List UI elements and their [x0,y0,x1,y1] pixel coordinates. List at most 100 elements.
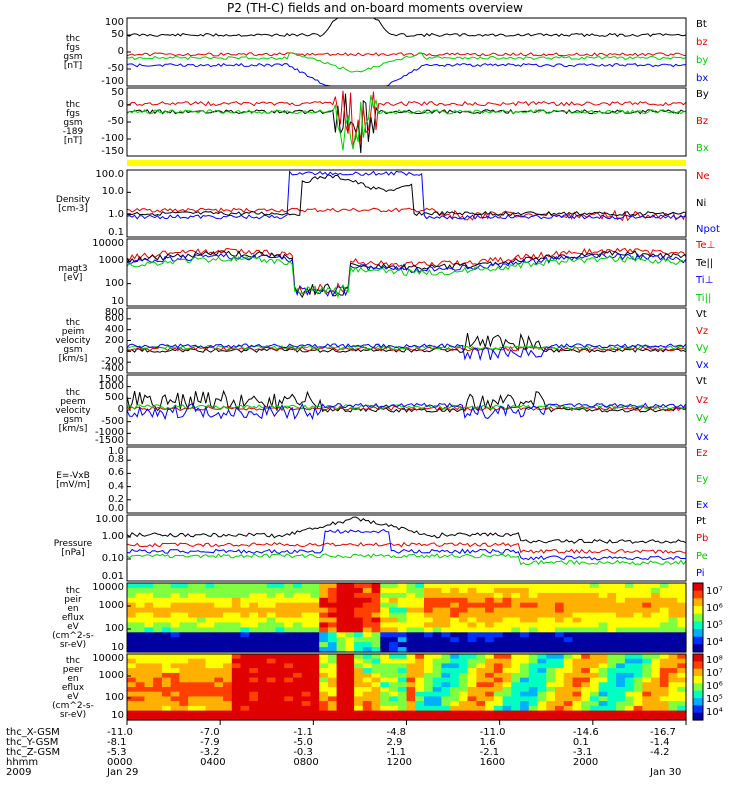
y-axis-label: thc [65,99,81,110]
heatmap-cell [196,583,207,589]
heatmap-cell [581,592,591,599]
heatmap-cell [642,668,652,674]
heatmap-cell [563,696,573,702]
heatmap-cell [659,715,670,721]
heatmap-cell [607,627,617,633]
heatmap-cell [520,701,530,707]
heatmap-cell [607,612,617,619]
heatmap-cell [467,592,477,599]
colorbar-frame [692,582,704,653]
panel-frame [126,307,687,374]
heatmap-cell [441,627,451,633]
heatmap-cell [275,637,285,643]
heatmap-cell [493,658,504,664]
heatmap-cell [179,701,189,707]
heatmap-cell [406,632,416,638]
series-Bt-line [126,17,687,38]
heatmap-cell [589,642,600,648]
colorbar-segment [693,644,703,653]
heatmap-cell [336,682,346,688]
colorbar-label: 10⁵ [706,694,723,706]
heatmap-cell [266,710,277,716]
heatmap-cell [336,672,346,679]
colorbar-segment [693,583,703,592]
heatmap-cell [528,682,539,688]
y-tick-label: 1000 [98,600,124,611]
heatmap-cell [624,705,635,712]
colorbar-segment [693,613,703,622]
heatmap-cell [659,607,670,614]
heatmap-cell [179,715,189,721]
heatmap-cell [371,622,381,628]
heatmap-cell [301,627,311,633]
heatmap-cell [546,658,556,664]
heatmap-cell [188,632,198,638]
heatmap-cell [319,691,329,697]
legend-Pi: Pi [696,568,705,579]
heatmap-cell [520,682,530,688]
heatmap-cell [546,654,556,660]
heatmap-cell [677,682,687,688]
heatmap-cell [467,647,477,653]
heatmap-cell [458,592,469,599]
heatmap-cell [537,627,547,633]
heatmap-cell [493,597,504,604]
heatmap-cell [651,687,661,693]
heatmap-cell [319,677,329,683]
y-axis-label: [km/s] [58,354,88,364]
legend-Pe: Pe [696,550,708,562]
heatmap-cell [179,612,189,619]
heatmap-cell [450,607,460,614]
heatmap-cell [607,597,617,604]
heatmap-cell [144,672,154,679]
y-axis-label: sr-eV) [59,640,87,650]
heatmap-cell [362,602,373,609]
heatmap-cell [231,583,242,589]
heatmap-cell [223,691,233,697]
heatmap-cell [458,687,469,693]
heatmap-cell [493,691,504,697]
heatmap-cell [327,592,338,599]
heatmap-cell [563,602,573,609]
heatmap-cell [572,672,582,679]
heatmap-cell [266,654,277,660]
heatmap-cell [651,617,661,623]
heatmap-cell [563,687,573,693]
heatmap-cell [476,696,486,702]
heatmap-cell [258,612,268,619]
heatmap-cell [598,654,608,660]
heatmap-cell [616,622,626,628]
y-tick-label: -100 [101,133,124,144]
series-By-line [126,93,687,154]
heatmap-cell [275,627,285,633]
heatmap-cell [581,597,591,604]
heatmap-cell [345,672,355,679]
heatmap-cell [161,687,172,693]
heatmap-cell [458,587,469,594]
heatmap-cell [624,672,635,679]
heatmap-cell [231,691,242,697]
heatmap-cell [354,637,364,643]
heatmap-cell [214,654,224,660]
heatmap-cell [258,632,268,638]
heatmap-cell [633,658,643,664]
heatmap-cell [319,668,329,674]
heatmap-cell [677,637,687,643]
heatmap-cell [598,677,608,683]
heatmap-cell [258,668,268,674]
heatmap-cell [389,687,399,693]
heatmap-cell [214,583,224,589]
y-axis-label: thc [65,387,81,398]
y-axis-label: velocity [55,336,91,346]
heatmap-cell [642,647,652,653]
heatmap-cell [476,672,486,679]
heatmap-cell [581,654,591,660]
heatmap-cell [598,602,608,609]
heatmap-cell [266,637,277,643]
y-tick-label: 100.0 [95,169,124,180]
heatmap-cell [223,663,233,669]
heatmap-cell [528,637,539,643]
heatmap-cell [607,663,617,669]
heatmap-cell [170,587,180,594]
heatmap-cell [293,696,303,702]
